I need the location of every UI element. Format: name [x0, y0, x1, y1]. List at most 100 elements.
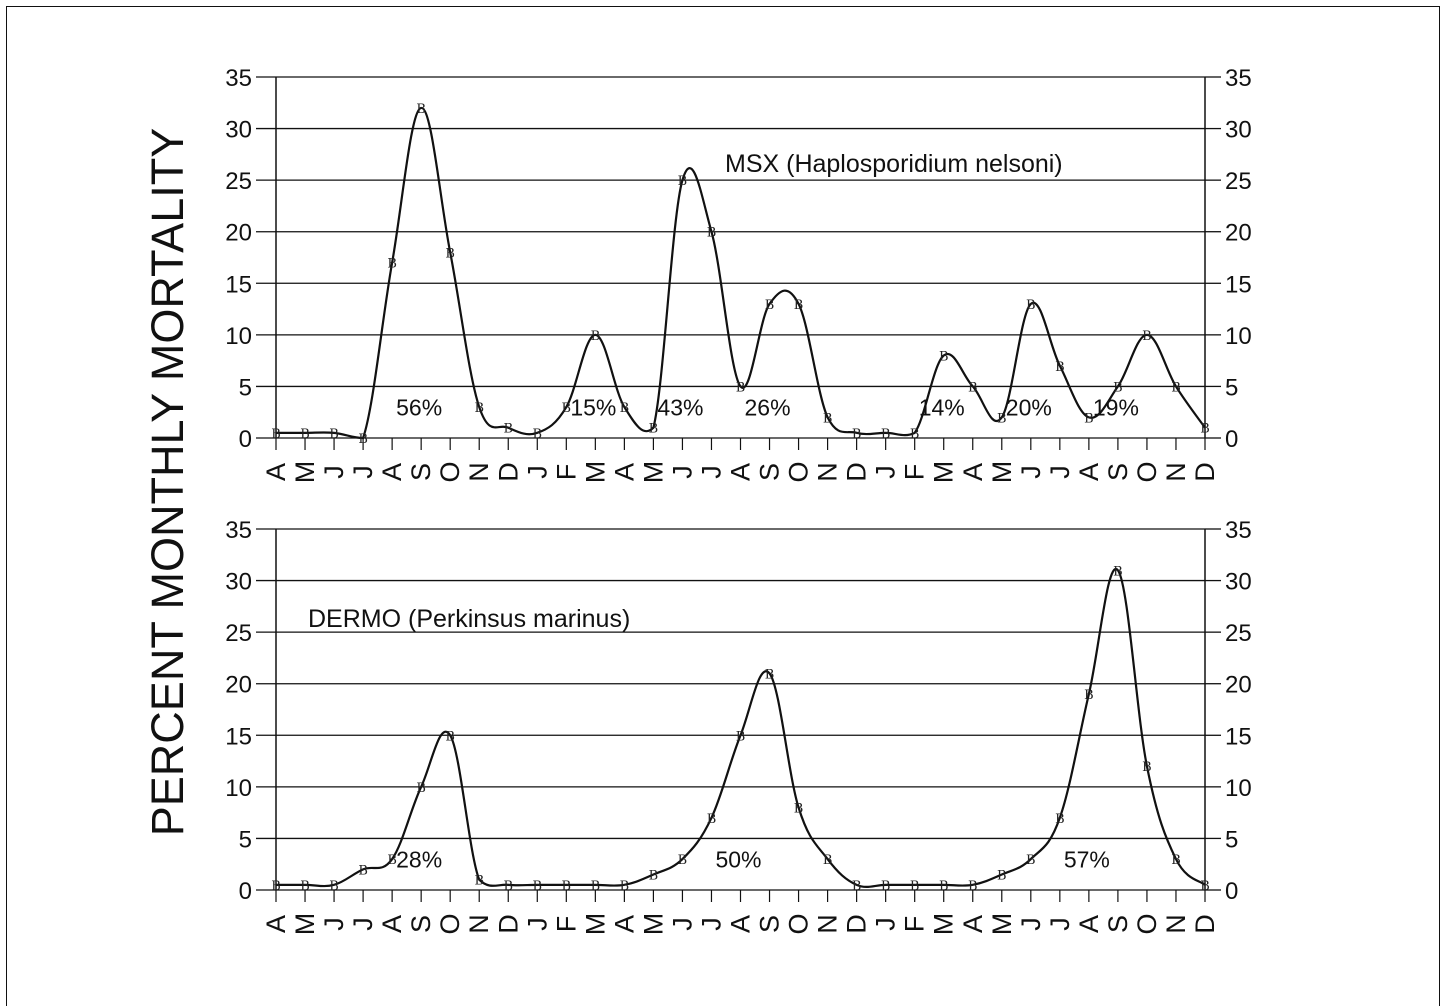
- data-point: B: [881, 879, 891, 894]
- y-tick-label-right: 10: [1225, 323, 1252, 350]
- percent-annotation: 50%: [715, 846, 761, 872]
- data-point: B: [1142, 760, 1152, 775]
- data-point: B: [416, 102, 426, 117]
- x-tick-label: A: [726, 915, 756, 933]
- data-point: B: [329, 879, 339, 894]
- y-tick-label-left: 35: [225, 517, 252, 544]
- x-tick-label: D: [493, 462, 523, 482]
- data-point: B: [271, 427, 281, 442]
- data-point: B: [852, 427, 862, 442]
- x-tick-label: S: [406, 463, 436, 481]
- x-tick-label: N: [464, 914, 494, 934]
- x-tick-label: J: [696, 465, 726, 479]
- x-tick-label: J: [522, 465, 552, 479]
- y-tick-label-right: 0: [1225, 878, 1238, 905]
- x-tick-label: M: [638, 913, 668, 936]
- x-tick-label: M: [580, 913, 610, 936]
- y-tick-label-left: 10: [225, 323, 252, 350]
- y-tick-label-left: 5: [239, 826, 252, 853]
- data-point: B: [794, 801, 804, 816]
- y-tick-label-left: 20: [225, 220, 252, 247]
- data-point: B: [503, 879, 513, 894]
- data-point: B: [591, 879, 601, 894]
- y-tick-label-right: 15: [1225, 723, 1252, 750]
- data-point: B: [474, 401, 484, 416]
- percent-annotation: 57%: [1064, 846, 1110, 872]
- data-point: B: [387, 853, 397, 868]
- data-point: B: [1055, 360, 1065, 375]
- data-point: B: [649, 422, 659, 437]
- x-tick-label: O: [784, 461, 814, 482]
- y-tick-label-left: 25: [225, 168, 252, 195]
- percent-annotation: 56%: [396, 394, 442, 420]
- y-tick-label-right: 25: [1225, 168, 1252, 195]
- y-tick-label-left: 15: [225, 271, 252, 298]
- x-tick-label: O: [1132, 913, 1162, 934]
- x-tick-label: J: [319, 465, 349, 479]
- data-point: B: [939, 879, 949, 894]
- data-point: B: [562, 879, 572, 894]
- data-point: B: [445, 246, 455, 261]
- y-tick-label-right: 5: [1225, 826, 1238, 853]
- x-tick-label: J: [871, 465, 901, 479]
- percent-annotation: 15%: [570, 394, 616, 420]
- data-point: B: [387, 257, 397, 272]
- data-point: B: [736, 380, 746, 395]
- x-tick-label: F: [900, 916, 930, 933]
- x-tick-label: A: [1074, 463, 1104, 481]
- data-point: B: [765, 298, 775, 313]
- x-tick-label: A: [1074, 915, 1104, 933]
- percent-annotation: 43%: [657, 394, 703, 420]
- y-tick-label-left: 15: [225, 723, 252, 750]
- data-point: B: [503, 422, 513, 437]
- x-tick-label: M: [580, 461, 610, 484]
- x-tick-label: A: [261, 463, 291, 481]
- data-point: B: [678, 174, 688, 189]
- x-tick-label: J: [1045, 917, 1075, 931]
- data-point: B: [416, 781, 426, 796]
- x-tick-label: M: [929, 461, 959, 484]
- series-line: [275, 567, 1206, 888]
- data-point: B: [271, 879, 281, 894]
- y-tick-label-right: 35: [1225, 65, 1252, 92]
- x-tick-label: S: [1103, 915, 1133, 933]
- data-point: B: [1200, 879, 1210, 894]
- data-point: B: [1200, 422, 1210, 437]
- y-tick-label-left: 35: [225, 65, 252, 92]
- panel-title: DERMO (Perkinsus marinus): [308, 605, 630, 633]
- x-tick-label: J: [1045, 465, 1075, 479]
- x-tick-label: F: [551, 464, 581, 481]
- data-point: B: [1171, 380, 1181, 395]
- x-tick-label: O: [1132, 461, 1162, 482]
- data-point: B: [852, 879, 862, 894]
- data-point: B: [1113, 380, 1123, 395]
- data-point: B: [620, 879, 630, 894]
- x-tick-label: A: [726, 463, 756, 481]
- y-tick-label-right: 25: [1225, 620, 1252, 647]
- data-point: B: [533, 879, 543, 894]
- x-tick-label: J: [696, 917, 726, 931]
- y-tick-label-right: 10: [1225, 775, 1252, 802]
- y-tick-label-right: 0: [1225, 426, 1238, 453]
- data-point: B: [707, 226, 717, 241]
- y-tick-label-left: 20: [225, 672, 252, 699]
- data-point: B: [329, 427, 339, 442]
- data-point: B: [649, 869, 659, 884]
- y-tick-label-left: 25: [225, 620, 252, 647]
- data-point: B: [939, 349, 949, 364]
- x-tick-label: A: [377, 463, 407, 481]
- x-tick-label: M: [987, 461, 1017, 484]
- x-tick-label: F: [551, 916, 581, 933]
- data-point: B: [1142, 329, 1152, 344]
- y-tick-label-left: 30: [225, 569, 252, 596]
- y-tick-label-left: 10: [225, 775, 252, 802]
- data-point: B: [591, 329, 601, 344]
- y-tick-label-left: 30: [225, 117, 252, 144]
- x-tick-label: N: [1161, 914, 1191, 934]
- y-tick-label-right: 35: [1225, 517, 1252, 544]
- data-point: B: [1026, 298, 1036, 313]
- x-tick-label: J: [522, 917, 552, 931]
- x-tick-label: M: [987, 913, 1017, 936]
- x-tick-label: J: [319, 917, 349, 931]
